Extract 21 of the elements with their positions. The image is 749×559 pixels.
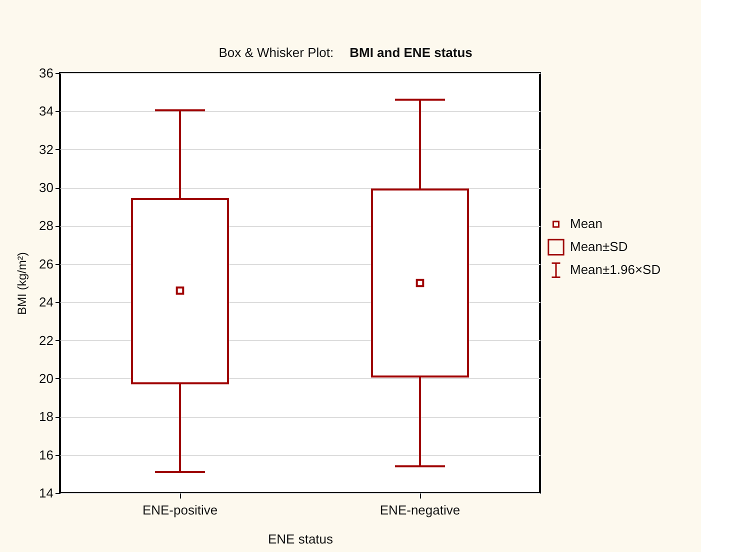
x-tick-label: ENE-negative — [380, 502, 460, 518]
chart-title: Box & Whisker Plot: — [218, 45, 334, 60]
x-tick-label: ENE-positive — [142, 502, 218, 518]
y-tick-label: 36 — [39, 66, 54, 80]
y-axis-title: BMI (kg/m²) — [15, 252, 30, 315]
y-tick-label: 24 — [39, 294, 54, 310]
y-tick-label: 16 — [39, 447, 54, 462]
y-tick-label: 18 — [39, 409, 54, 424]
y-tick-label: 14 — [39, 486, 54, 500]
text: Mean — [570, 216, 603, 232]
y-tick-label: 34 — [39, 104, 54, 119]
text: Mean±1.96×SD — [570, 262, 661, 278]
y-tick-label: 32 — [39, 142, 54, 157]
y-tick-label: 22 — [39, 332, 54, 348]
y-tick-label: 30 — [39, 180, 54, 196]
y-tick-label: 20 — [39, 370, 54, 386]
text: Mean±SD — [570, 239, 628, 254]
y-tick-label: 26 — [39, 256, 54, 272]
y-tick-label: 28 — [39, 218, 54, 234]
chart-subtitle: BMI and ENE status — [350, 45, 472, 60]
x-axis-title: ENE status — [268, 532, 334, 546]
